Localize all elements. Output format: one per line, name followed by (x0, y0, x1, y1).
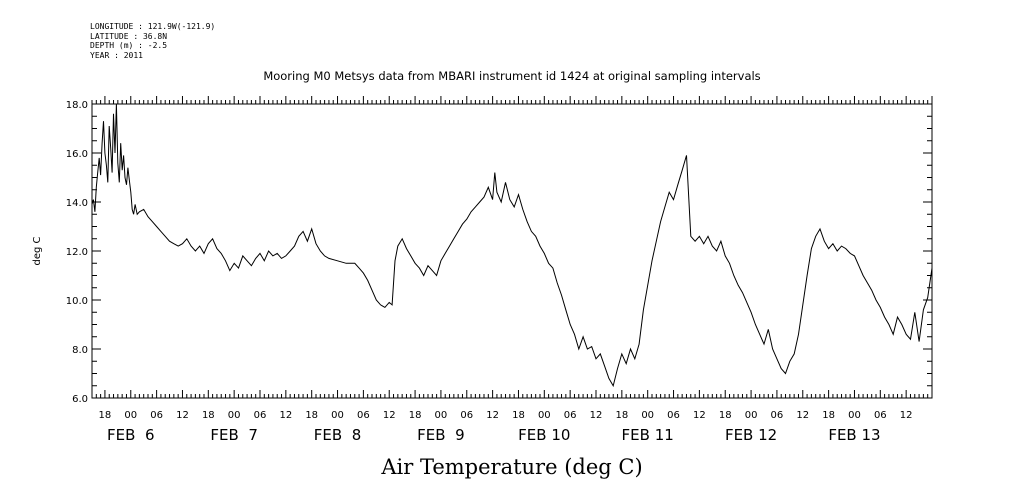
x-hour-label: 12 (176, 410, 189, 421)
x-hour-label: 06 (874, 410, 887, 421)
depth-text: DEPTH (m) : -2.5 (90, 41, 168, 50)
x-hour-label: 00 (641, 410, 654, 421)
x-hour-label: 00 (124, 410, 137, 421)
x-hour-label: 06 (667, 410, 680, 421)
y-tick-label: 12.0 (66, 247, 88, 258)
x-hour-label: 12 (279, 410, 292, 421)
x-hour-label: 00 (228, 410, 241, 421)
longitude-text: LONGITUDE : 121.9W(-121.9) (90, 22, 216, 31)
x-date-label: FEB 10 (518, 426, 570, 444)
series-layer (91, 103, 933, 388)
x-hour-label: 18 (719, 410, 732, 421)
x-hour-label: 06 (254, 410, 267, 421)
y-tick-label: 18.0 (66, 100, 88, 111)
x-hour-label: 00 (435, 410, 448, 421)
y-axis: 6.0 8.0 10.0 12.0 14.0 16.0 18.0 (66, 100, 932, 405)
chart-title: Mooring M0 Metsys data from MBARI instru… (263, 69, 760, 83)
y-tick-label: 14.0 (66, 198, 88, 209)
y-tick-label: 8.0 (72, 345, 88, 356)
y-tick-label: 16.0 (66, 149, 88, 160)
x-date-label: FEB 13 (828, 426, 880, 444)
x-hour-label: 12 (590, 410, 603, 421)
x-hour-label: 18 (202, 410, 215, 421)
x-axis: 18 00 06 12 18 00 06 12 18 00 06 12 18 00 06 12 18 00 06 12… (91, 96, 933, 444)
x-axis-label: Air Temperature (deg C) (380, 455, 642, 479)
x-hour-label: 18 (409, 410, 422, 421)
y-axis-label: deg C (32, 236, 43, 265)
plot-frame (91, 103, 933, 399)
x-hour-label: 18 (99, 410, 112, 421)
x-hour-label: 18 (305, 410, 318, 421)
x-hour-label: 12 (383, 410, 396, 421)
x-date-label: FEB 12 (725, 426, 777, 444)
x-hour-label: 06 (771, 410, 784, 421)
x-date-label: FEB 7 (210, 426, 257, 444)
y-tick-label: 6.0 (72, 394, 88, 405)
x-hour-label: 18 (615, 410, 628, 421)
x-hour-label: 00 (745, 410, 758, 421)
x-hour-label: 12 (796, 410, 809, 421)
x-hour-label: 18 (822, 410, 835, 421)
y-tick-label: 10.0 (66, 296, 88, 307)
x-hour-label: 06 (150, 410, 163, 421)
x-hour-label: 00 (331, 410, 344, 421)
x-date-label: FEB 8 (314, 426, 361, 444)
series-line (91, 103, 933, 388)
x-hour-label: 06 (564, 410, 577, 421)
x-hour-label: 18 (512, 410, 525, 421)
x-hour-label: 00 (848, 410, 861, 421)
x-hour-label: 12 (486, 410, 499, 421)
x-hour-label: 06 (357, 410, 370, 421)
x-date-label: FEB 9 (417, 426, 464, 444)
x-hour-label: 06 (460, 410, 473, 421)
x-date-label: FEB 11 (622, 426, 674, 444)
x-hour-label: 12 (900, 410, 913, 421)
year-text: YEAR : 2011 (90, 50, 143, 60)
x-date-label: FEB 6 (107, 426, 154, 444)
x-hour-label: 00 (538, 410, 551, 421)
metadata-block: LONGITUDE : 121.9W(-121.9) LATITUDE : 36… (90, 22, 215, 60)
x-hour-label: 12 (693, 410, 706, 421)
latitude-text: LATITUDE : 36.8N (90, 31, 168, 41)
